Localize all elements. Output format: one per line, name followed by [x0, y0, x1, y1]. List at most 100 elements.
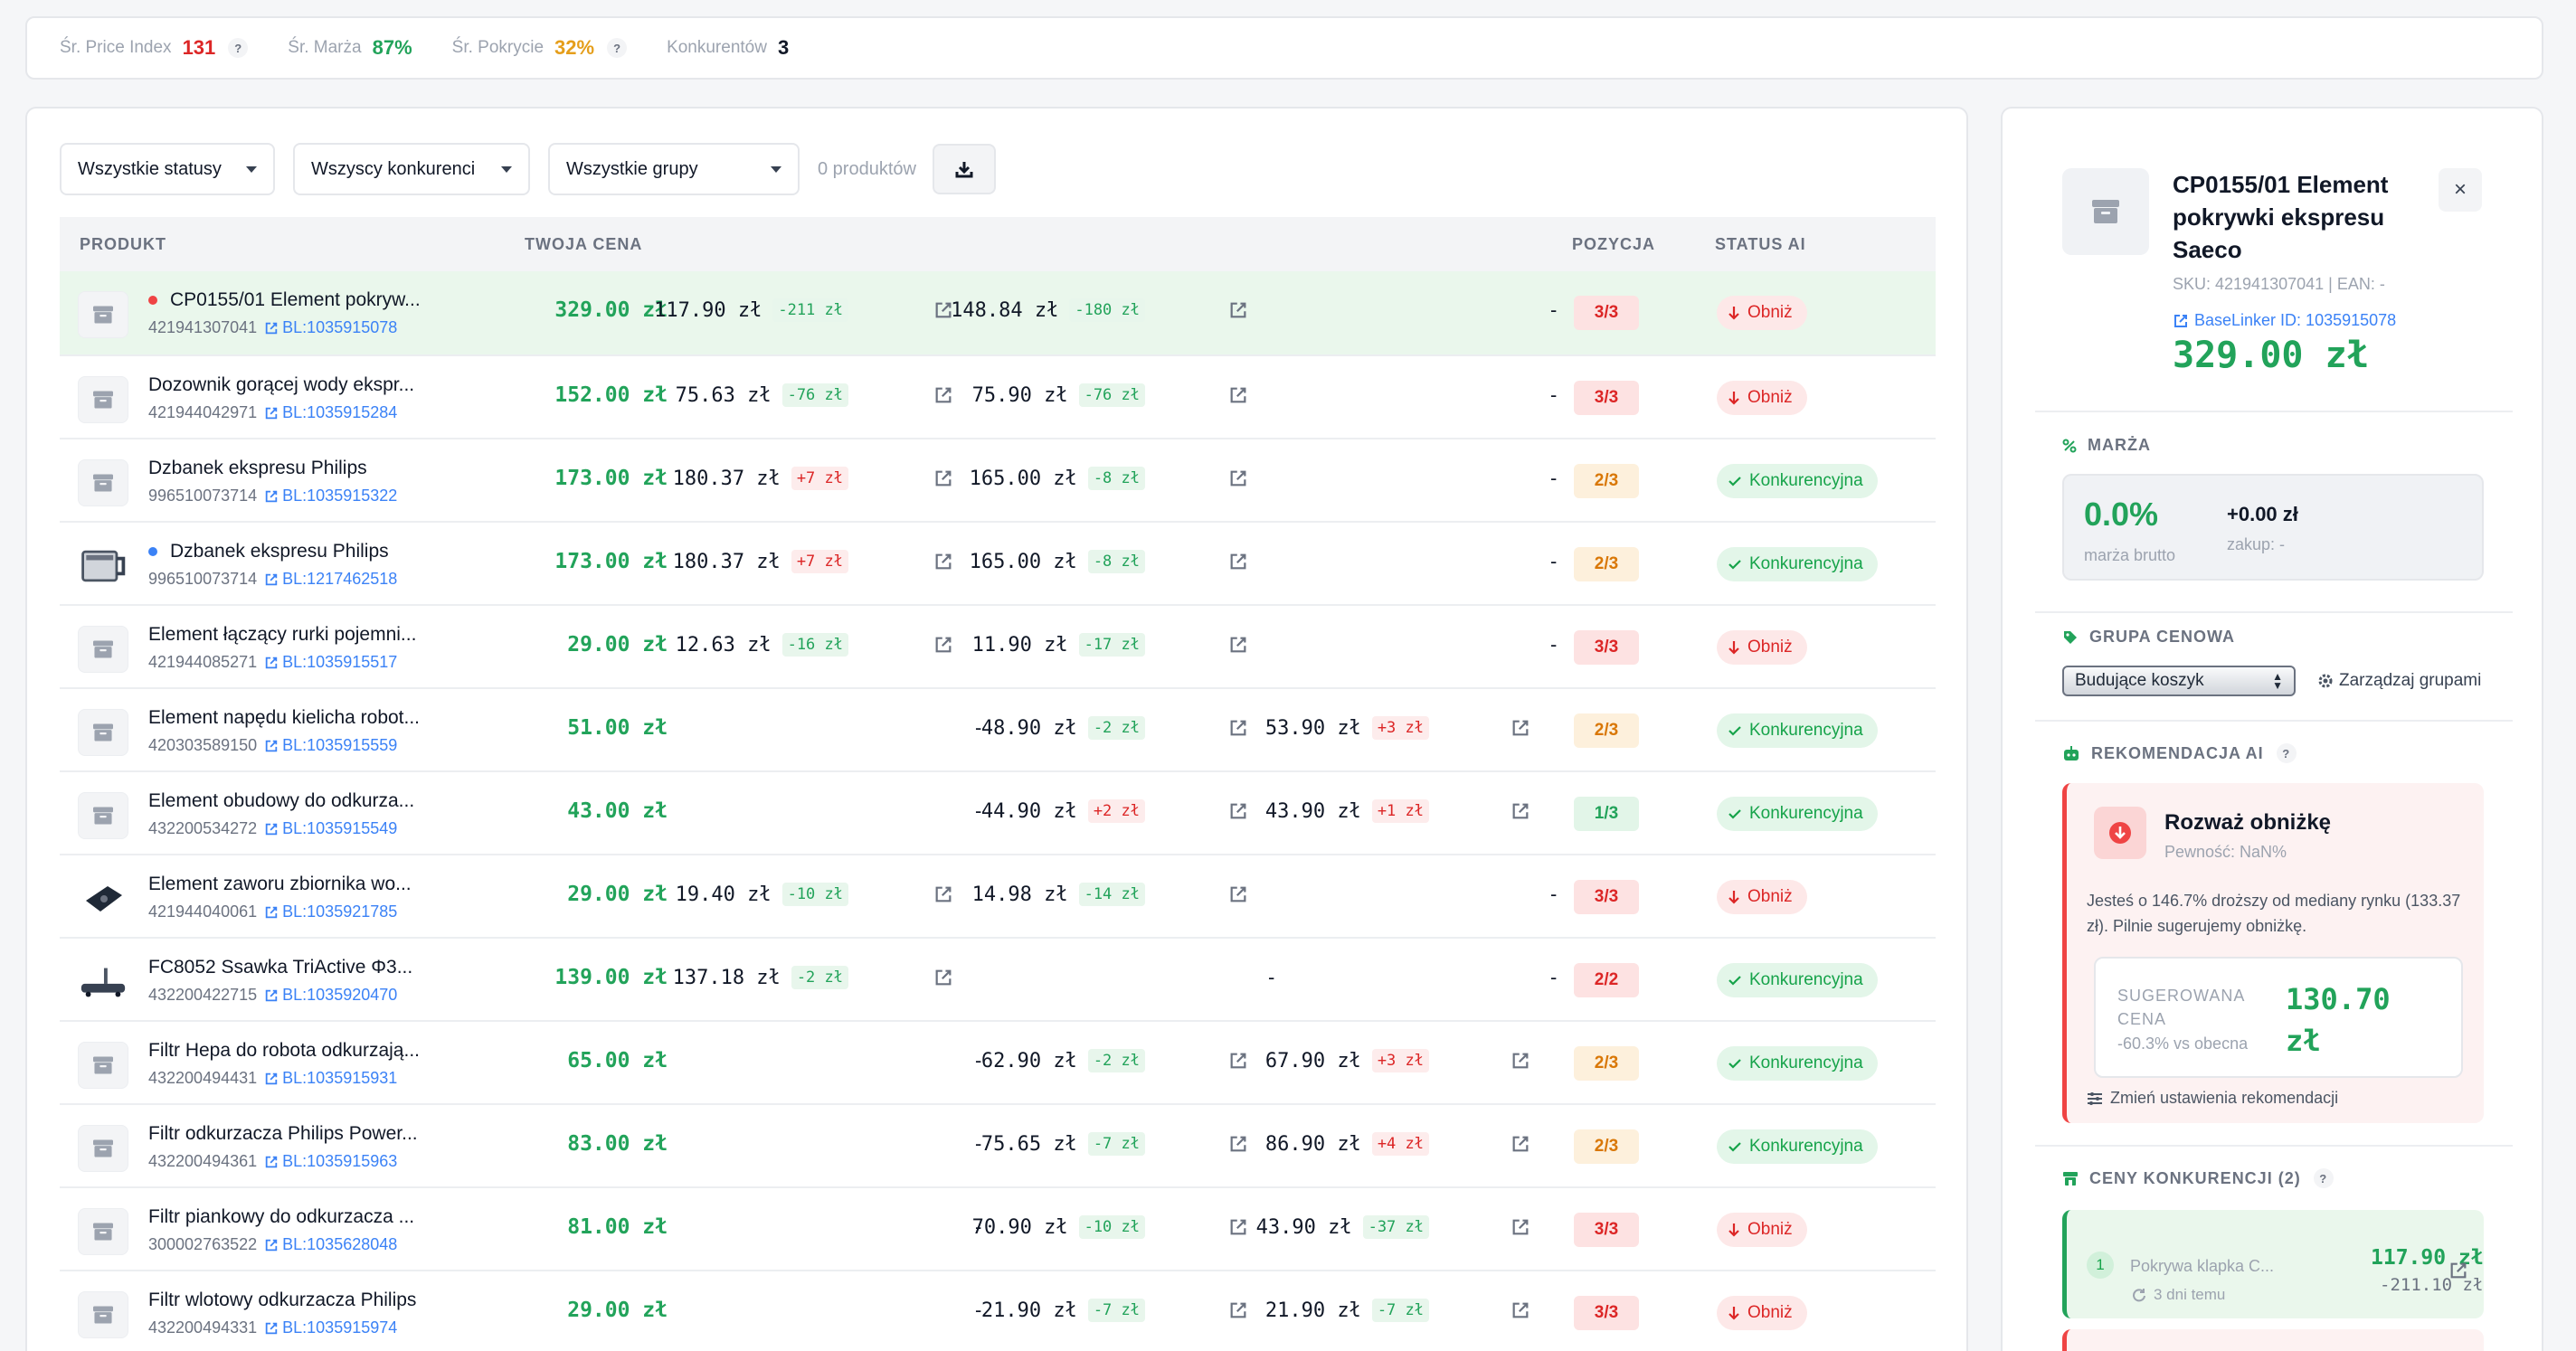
external-link-icon — [265, 1322, 278, 1334]
external-link-icon[interactable] — [1228, 468, 1248, 494]
competitor-price: 137.18 zł -2 zł — [60, 966, 848, 989]
external-link-icon[interactable] — [1511, 718, 1530, 743]
external-link-icon[interactable] — [1228, 718, 1248, 743]
external-link-icon[interactable] — [1511, 1300, 1530, 1326]
external-link-icon[interactable] — [1228, 1217, 1248, 1242]
baselinker-link[interactable]: BL:1035915078 — [264, 318, 397, 337]
baselinker-link[interactable]: BL:1035915549 — [264, 819, 397, 838]
baselinker-link[interactable]: BL:1035915322 — [264, 487, 397, 505]
ai-status-badge: Konkurencyjna — [1717, 797, 1878, 831]
table-row[interactable]: Dozownik gorącej wody ekspr... 4219440429… — [60, 356, 1936, 439]
price-group-select[interactable]: Budujące koszyk ▲ ▼ — [2062, 666, 2296, 696]
competitor-price: 165.00 zł -8 zł — [60, 550, 1145, 573]
product-name[interactable]: Element zaworu zbiornika wo... — [148, 874, 412, 895]
stat-item: Śr. Price Index 131? — [60, 36, 249, 60]
table-row[interactable]: Filtr piankowy do odkurzacza ... 30000276… — [60, 1188, 1936, 1271]
product-sku: 432200534272 — [148, 819, 258, 837]
external-link-icon[interactable] — [933, 385, 953, 411]
close-button[interactable]: × — [2439, 168, 2482, 212]
baselinker-link[interactable]: BaseLinker ID: 1035915078 — [2173, 311, 2396, 330]
product-name[interactable]: Filtr wlotowy odkurzacza Philips — [148, 1290, 416, 1311]
table-row[interactable]: Filtr wlotowy odkurzacza Philips 43220049… — [60, 1271, 1936, 1351]
baselinker-link[interactable]: BL:1035920470 — [264, 986, 397, 1005]
baselinker-link[interactable]: BL:1035915517 — [264, 653, 397, 672]
product-name[interactable]: Filtr odkurzacza Philips Power... — [148, 1123, 418, 1145]
product-name[interactable]: FC8052 Ssawka TriActive Φ3... — [148, 957, 412, 978]
product-name-text: Dzbanek ekspresu Philips — [148, 458, 367, 478]
help-icon[interactable]: ? — [2276, 743, 2297, 763]
table-row[interactable]: FC8052 Ssawka TriActive Φ3... 43220042271… — [60, 939, 1936, 1022]
external-link-icon[interactable] — [933, 552, 953, 577]
purchase-price: zakup: - — [2227, 535, 2286, 553]
table-row[interactable]: Element obudowy do odkurza... 43220053427… — [60, 772, 1936, 855]
competitor-price-value: 11.90 zł — [971, 634, 1068, 657]
tag-icon — [2064, 630, 2077, 644]
status-filter-select[interactable]: Wszystkie statusy — [60, 143, 275, 195]
external-link-icon[interactable] — [1511, 801, 1530, 827]
product-name[interactable]: Filtr piankowy do odkurzacza ... — [148, 1206, 414, 1228]
table-row[interactable]: Element zaworu zbiornika wo... 4219440400… — [60, 855, 1936, 939]
header-product[interactable]: PRODUKT — [80, 234, 166, 253]
product-name[interactable]: Element łączący rurki pojemni... — [148, 624, 416, 646]
baselinker-link[interactable]: BL:1035915974 — [264, 1318, 397, 1337]
price-diff-badge: -17 zł — [1078, 633, 1145, 657]
product-name[interactable]: Element obudowy do odkurza... — [148, 790, 414, 812]
help-icon[interactable]: ? — [2313, 1168, 2334, 1188]
ai-status-text: Konkurencyjna — [1749, 804, 1863, 823]
external-link-icon[interactable] — [1228, 635, 1248, 660]
baselinker-link[interactable]: BL:1035628048 — [264, 1235, 397, 1254]
external-link-icon[interactable] — [1511, 1051, 1530, 1076]
external-link-icon[interactable] — [1228, 1300, 1248, 1326]
table-row[interactable]: Dzbanek ekspresu Philips 996510073714 BL:1… — [60, 439, 1936, 523]
external-link-icon[interactable] — [1228, 385, 1248, 411]
product-name[interactable]: CP0155/01 Element pokryw... — [148, 289, 421, 311]
external-link-icon[interactable] — [933, 884, 953, 910]
product-name[interactable]: Filtr Hepa do robota odkurzają... — [148, 1040, 420, 1062]
product-name[interactable]: Dzbanek ekspresu Philips — [148, 458, 367, 479]
product-name[interactable]: Dozownik gorącej wody ekspr... — [148, 374, 414, 396]
recommendation-settings-link[interactable]: Zmień ustawienia rekomendacji — [2087, 1089, 2338, 1108]
baselinker-link[interactable]: BL:1035915963 — [264, 1152, 397, 1171]
product-name[interactable]: Element napędu kielicha robot... — [148, 707, 420, 729]
baselinker-link[interactable]: BL:1035921785 — [264, 902, 397, 921]
external-link-icon[interactable] — [933, 968, 953, 993]
external-link-icon[interactable] — [1511, 1217, 1530, 1242]
baselinker-link[interactable]: BL:1035915284 — [264, 403, 397, 422]
help-icon[interactable]: ? — [228, 38, 249, 58]
competitor-filter-select[interactable]: Wszyscy konkurenci — [293, 143, 530, 195]
external-link-icon[interactable] — [933, 468, 953, 494]
external-link-icon[interactable] — [1228, 1134, 1248, 1159]
manage-groups-link[interactable]: Zarządzaj grupami — [2317, 671, 2481, 691]
help-icon[interactable]: ? — [607, 38, 628, 58]
table-row[interactable]: Filtr Hepa do robota odkurzają... 4322004… — [60, 1022, 1936, 1105]
status-filter-value: Wszystkie statusy — [78, 158, 222, 179]
external-link-icon[interactable] — [1228, 1051, 1248, 1076]
baselinker-link[interactable]: BL:1217462518 — [264, 570, 397, 589]
your-price: 43.00 zł — [567, 799, 668, 823]
external-link-icon[interactable] — [1228, 801, 1248, 827]
external-link-icon[interactable] — [1228, 552, 1248, 577]
header-price[interactable]: TWOJA CENA — [525, 234, 643, 253]
table-row[interactable]: Dzbanek ekspresu Philips 996510073714 BL:1… — [60, 523, 1936, 606]
external-link-icon[interactable] — [1511, 1134, 1530, 1159]
table-row[interactable]: Filtr odkurzacza Philips Power... 4322004… — [60, 1105, 1936, 1188]
position-badge: 3/3 — [1574, 630, 1639, 665]
external-link-icon[interactable] — [933, 300, 953, 326]
baselinker-link[interactable]: BL:1035915931 — [264, 1069, 397, 1088]
product-name[interactable]: Dzbanek ekspresu Philips — [148, 541, 389, 562]
group-filter-select[interactable]: Wszystkie grupy — [548, 143, 800, 195]
external-link-icon[interactable] — [933, 635, 953, 660]
header-status[interactable]: STATUS AI — [1715, 234, 1806, 253]
external-link-icon[interactable] — [1228, 300, 1248, 326]
header-position[interactable]: POZYCJA — [1572, 234, 1656, 253]
table-row[interactable]: Element łączący rurki pojemni... 42194408… — [60, 606, 1936, 689]
table-row[interactable]: Element napędu kielicha robot... 42030358… — [60, 689, 1936, 772]
download-button[interactable] — [932, 144, 996, 194]
product-sku: 432200494331 — [148, 1318, 258, 1337]
baselinker-link[interactable]: BL:1035915559 — [264, 736, 397, 755]
table-row[interactable]: CP0155/01 Element pokryw... 421941307041 B… — [60, 271, 1936, 356]
external-link-icon[interactable] — [1228, 884, 1248, 910]
competitor-card[interactable]: 1 Pokrywa klapka C... 117.90 zł -211.10 … — [2062, 1210, 2484, 1318]
external-link-icon[interactable] — [2448, 1261, 2468, 1285]
competitor-card[interactable] — [2062, 1329, 2484, 1351]
